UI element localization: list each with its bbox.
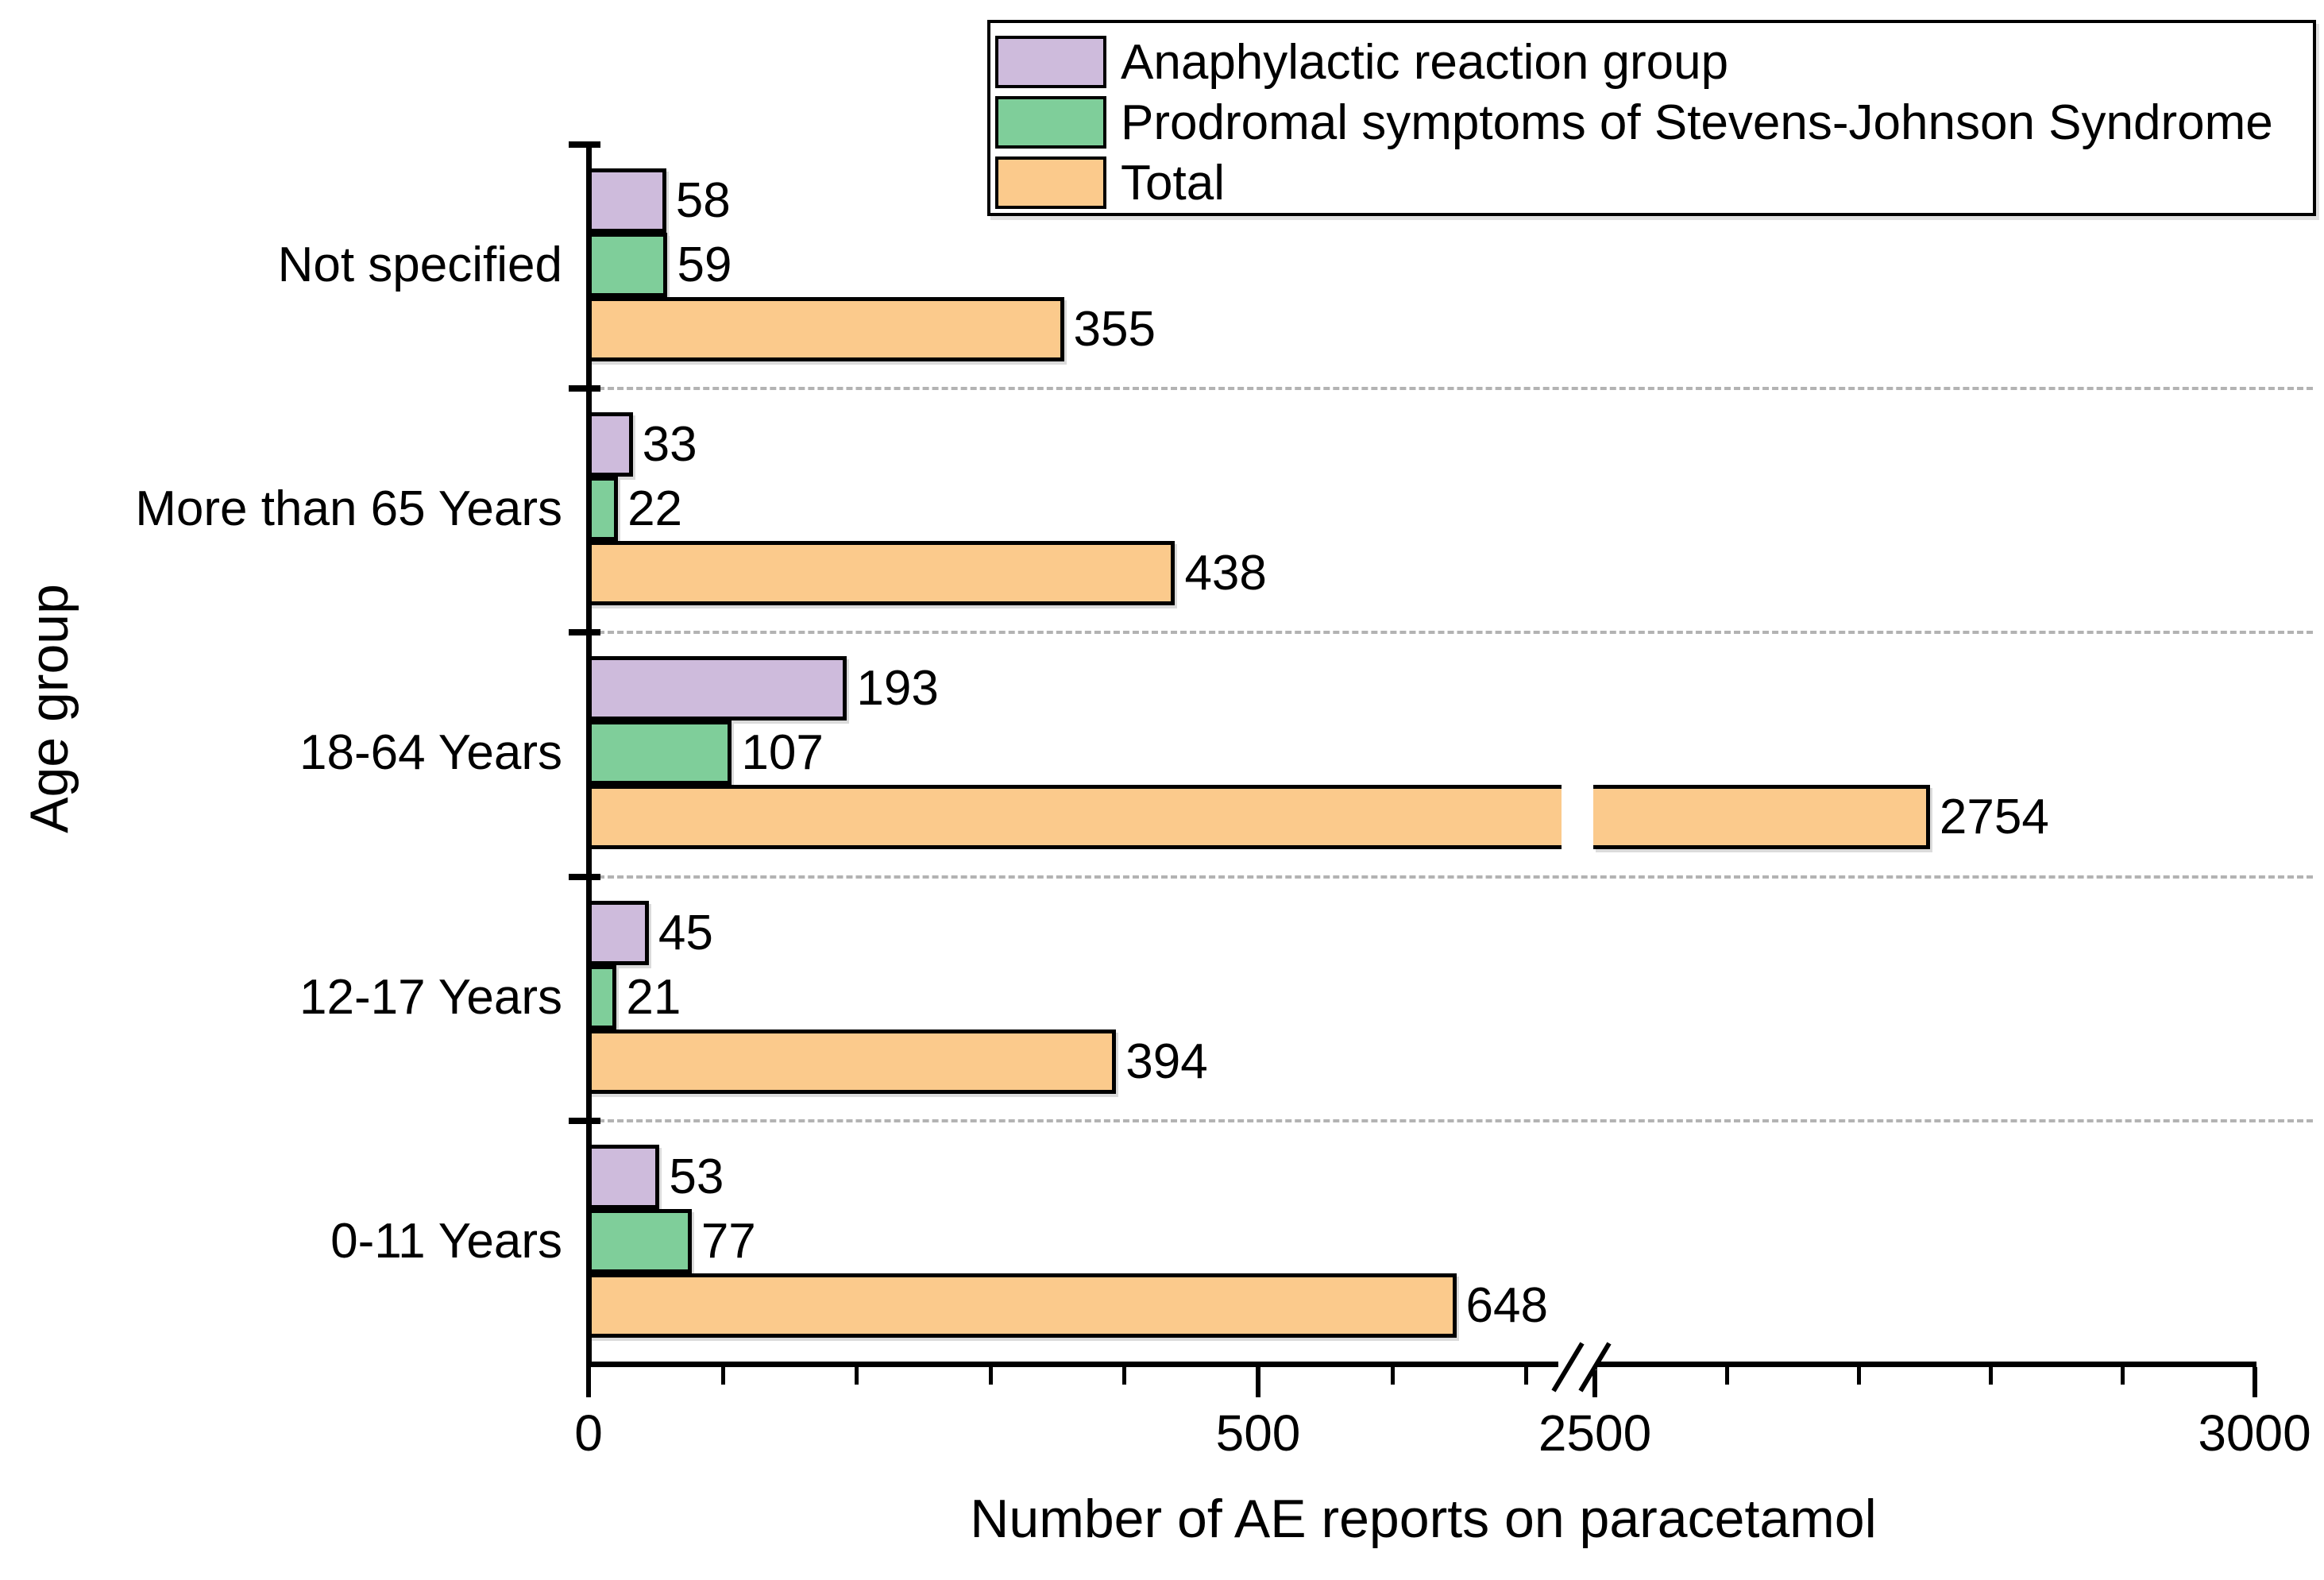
bar xyxy=(586,900,649,965)
legend-row-anaphylactic: Anaphylactic reaction group xyxy=(995,32,2313,92)
bar-value-label: 33 xyxy=(642,417,697,473)
group-separator-gridline xyxy=(589,631,2313,635)
bar xyxy=(586,1029,1117,1094)
x-axis-tick-label: 0 xyxy=(574,1404,603,1462)
bar xyxy=(586,1208,692,1273)
bar xyxy=(586,1273,1457,1338)
legend-swatch-anaphylactic-icon xyxy=(995,36,1106,88)
x-axis-major-tick xyxy=(1256,1367,1260,1397)
x-axis-minor-tick xyxy=(1989,1367,1994,1385)
bar-value-label: 2754 xyxy=(1939,790,2049,845)
y-axis-tick xyxy=(569,1117,600,1124)
y-axis-tick xyxy=(569,629,600,636)
y-axis-tick xyxy=(569,141,600,148)
x-axis-minor-tick xyxy=(1390,1367,1395,1385)
bar-value-label: 77 xyxy=(701,1213,756,1269)
legend-label-total: Total xyxy=(1121,155,1225,211)
bar-value-label: 648 xyxy=(1465,1277,1548,1333)
bar-value-label: 107 xyxy=(741,725,824,781)
group-separator-gridline xyxy=(589,387,2313,391)
x-axis-minor-tick xyxy=(855,1367,859,1385)
x-axis-tick-label: 3000 xyxy=(2198,1404,2311,1462)
x-axis-tick-label: 2500 xyxy=(1538,1404,1652,1462)
x-axis-minor-tick xyxy=(2121,1367,2125,1385)
legend-swatch-prodromal-icon xyxy=(995,96,1106,149)
bar-value-label: 394 xyxy=(1125,1033,1208,1089)
bar xyxy=(586,412,633,477)
bar xyxy=(586,720,732,786)
y-axis-tick xyxy=(569,873,600,880)
bar-value-label: 22 xyxy=(627,481,683,537)
x-axis-major-tick xyxy=(2252,1367,2257,1397)
legend-row-total: Total xyxy=(995,153,2313,213)
x-axis-tick-label: 500 xyxy=(1215,1404,1301,1462)
bar-value-label: 355 xyxy=(1073,302,1156,357)
y-axis-tick xyxy=(569,385,600,392)
bar-segment xyxy=(1593,785,1930,850)
x-axis-minor-tick xyxy=(1857,1367,1862,1385)
category-label: More than 65 Years xyxy=(135,481,562,537)
bar-value-label: 58 xyxy=(675,173,731,228)
category-label: 12-17 Years xyxy=(299,969,562,1025)
bar-value-label: 59 xyxy=(677,238,732,292)
bar xyxy=(586,297,1064,361)
x-axis-minor-tick xyxy=(988,1367,993,1385)
x-axis-major-tick xyxy=(1592,1367,1597,1397)
bar xyxy=(586,168,666,233)
x-axis-minor-tick xyxy=(1524,1367,1529,1385)
bar-value-label: 21 xyxy=(626,969,681,1025)
bar xyxy=(586,656,847,721)
x-axis-major-tick xyxy=(586,1367,591,1397)
legend-label-anaphylactic: Anaphylactic reaction group xyxy=(1121,34,1729,90)
group-separator-gridline xyxy=(589,875,2313,879)
bar-value-label: 438 xyxy=(1184,546,1267,601)
bar xyxy=(586,1144,660,1209)
legend-swatch-total-icon xyxy=(995,156,1106,209)
legend: Anaphylactic reaction group Prodromal sy… xyxy=(987,20,2316,216)
bar-segment xyxy=(586,785,1562,850)
bar-value-label: 193 xyxy=(856,661,939,717)
x-axis-line xyxy=(586,1362,2256,1367)
bar-value-label: 45 xyxy=(658,905,713,960)
bar xyxy=(586,541,1176,606)
category-label: Not specified xyxy=(277,238,562,292)
x-axis-minor-tick xyxy=(720,1367,725,1385)
legend-label-prodromal: Prodromal symptoms of Stevens-Johnson Sy… xyxy=(1121,95,2273,150)
x-axis-title: Number of AE reports on paracetamol xyxy=(970,1489,1877,1549)
y-axis-title: Age group xyxy=(19,584,79,833)
legend-row-prodromal: Prodromal symptoms of Stevens-Johnson Sy… xyxy=(995,92,2313,153)
category-label: 0-11 Years xyxy=(330,1213,562,1269)
category-label: 18-64 Years xyxy=(299,725,562,781)
bar xyxy=(586,233,668,297)
x-axis-minor-tick xyxy=(1725,1367,1730,1385)
y-axis-line xyxy=(586,145,592,1367)
bar-value-label: 53 xyxy=(669,1149,724,1204)
group-separator-gridline xyxy=(589,1118,2313,1122)
x-axis-minor-tick xyxy=(1122,1367,1127,1385)
